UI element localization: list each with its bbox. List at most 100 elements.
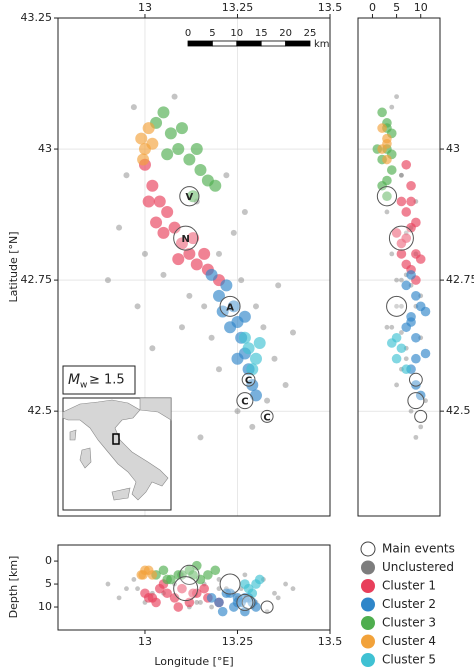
event-point <box>238 277 245 284</box>
legend-label: Cluster 2 <box>382 597 436 611</box>
event-point <box>246 363 259 376</box>
event-point <box>137 153 150 166</box>
event-point <box>191 560 202 571</box>
scale-segment <box>285 40 311 47</box>
main-event-label: C <box>241 397 248 408</box>
scale-segment <box>211 40 238 47</box>
event-point <box>399 303 404 309</box>
event-point <box>177 583 187 594</box>
inset-land <box>62 399 169 501</box>
scale-segment <box>260 40 287 47</box>
event-point <box>389 324 395 330</box>
event-point <box>146 137 159 150</box>
event-point <box>187 190 200 203</box>
event-point <box>386 165 397 175</box>
event-point <box>194 600 200 605</box>
event-point <box>208 334 215 341</box>
latitude-section <box>357 14 444 517</box>
x-axis-label: Longitude [°E] <box>154 655 233 668</box>
event-point <box>406 196 416 207</box>
depth-axis-label: Depth [km] <box>7 556 20 619</box>
event-point <box>290 586 296 592</box>
event-point <box>282 381 289 388</box>
event-point <box>396 249 407 259</box>
legend-label: Main events <box>382 542 455 556</box>
main-event <box>179 186 200 207</box>
longitude-section <box>54 544 331 634</box>
main-event <box>173 225 199 251</box>
event-point <box>413 434 419 440</box>
event-point <box>242 572 248 578</box>
event-point <box>205 268 218 281</box>
legend-label: Cluster 4 <box>382 634 436 648</box>
inset-map <box>62 397 172 511</box>
event-point <box>201 303 208 310</box>
main-event <box>236 392 254 410</box>
event-point <box>242 342 255 355</box>
y-tick-label: 42.5 <box>28 404 53 417</box>
main-event-label: A <box>226 302 234 313</box>
event-point <box>249 423 256 430</box>
event-point <box>227 300 240 313</box>
event-point <box>216 305 229 318</box>
event-point <box>223 172 230 179</box>
inset-island <box>69 429 131 501</box>
note-symbol: M <box>68 372 80 388</box>
event-point <box>391 353 402 364</box>
event-point <box>403 356 409 362</box>
event-point <box>105 581 111 587</box>
note-text: ≥ 1.5 <box>89 373 125 388</box>
event-point <box>389 251 395 257</box>
event-point <box>411 353 421 364</box>
event-point <box>162 574 172 585</box>
event-point <box>209 179 222 192</box>
event-point <box>175 237 188 250</box>
event-point <box>215 366 222 373</box>
x-tick-label: 13.5 <box>318 635 343 648</box>
main-event <box>260 600 274 614</box>
event-point <box>240 606 250 617</box>
event-point <box>396 196 407 207</box>
legend-swatch <box>361 597 375 612</box>
event-point <box>161 205 174 218</box>
x-tick-label: 0 <box>369 1 376 14</box>
inset-land <box>139 397 172 421</box>
event-point <box>123 172 130 179</box>
scale-label: 0 <box>185 28 191 39</box>
panel-frame <box>57 17 331 517</box>
event-point <box>271 355 278 362</box>
event-point <box>224 321 237 334</box>
event-point <box>418 424 424 430</box>
event-point <box>135 586 140 592</box>
x-tick-label: 5 <box>393 1 400 14</box>
y-tick-label: 43 <box>446 142 460 155</box>
event-point <box>275 595 281 601</box>
legend-swatch <box>361 634 375 649</box>
main-event-label: N <box>181 234 189 245</box>
main-event <box>173 576 199 602</box>
event-point <box>382 139 392 149</box>
event-point <box>238 331 251 344</box>
event-point <box>406 312 416 322</box>
event-point <box>391 228 402 238</box>
event-point <box>172 143 185 156</box>
event-point <box>190 143 203 156</box>
event-point <box>394 277 399 283</box>
event-point <box>408 408 414 414</box>
event-point <box>253 337 266 350</box>
y-axis-label: Latitude [°N] <box>7 231 20 302</box>
event-point <box>104 277 111 284</box>
event-point <box>251 602 261 612</box>
event-point <box>394 303 399 309</box>
legend-swatch <box>361 616 375 630</box>
y-tick-label: 42.75 <box>21 273 53 286</box>
event-point <box>184 597 195 608</box>
scale-segment <box>187 40 213 47</box>
event-point <box>153 195 166 208</box>
event-point <box>252 303 259 310</box>
note-box <box>62 365 136 395</box>
event-point <box>384 324 390 330</box>
event-point <box>401 207 412 217</box>
event-point <box>212 289 225 302</box>
